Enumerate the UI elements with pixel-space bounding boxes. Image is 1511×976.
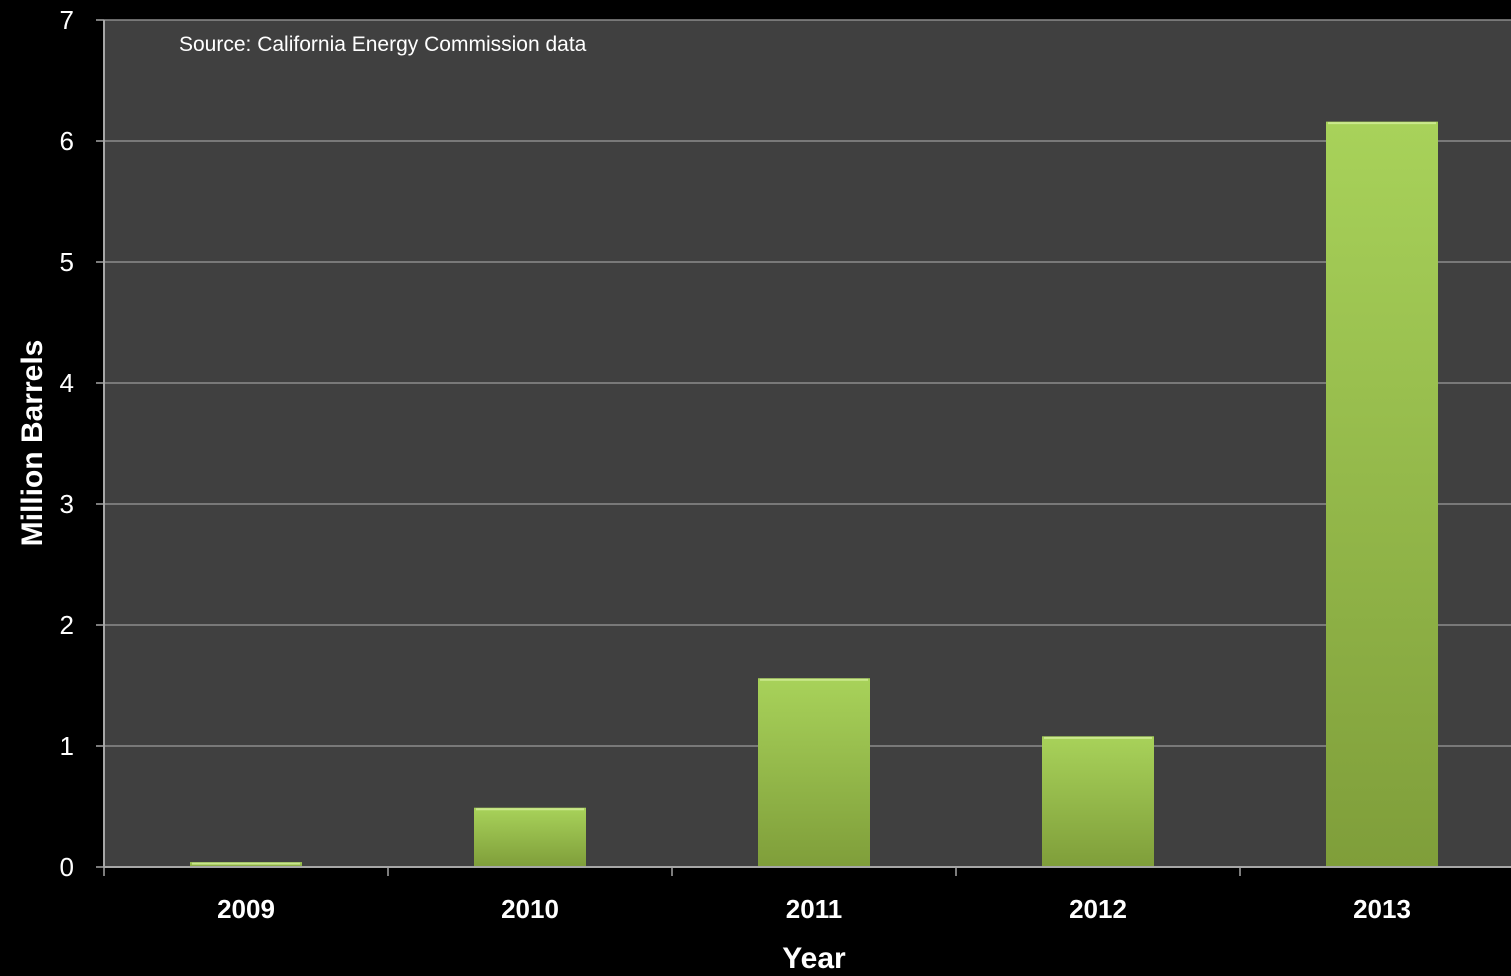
y-axis-ticks: 0 1 2 3 4 5 6 7 [60, 5, 104, 882]
y-tick-label: 3 [60, 489, 74, 519]
x-axis-title: Year [782, 942, 846, 975]
x-tick-label: 2013 [1353, 894, 1411, 924]
y-axis-title: Million Barrels [16, 340, 49, 547]
bar-2011 [758, 678, 870, 867]
bar-2010 [474, 807, 586, 867]
x-tick-label: 2009 [217, 894, 275, 924]
y-tick-label: 2 [60, 610, 74, 640]
bar-2013 [1326, 121, 1438, 867]
y-tick-label: 7 [60, 5, 74, 35]
y-tick-label: 1 [60, 731, 74, 761]
y-tick-label: 6 [60, 126, 74, 156]
y-tick-label: 4 [60, 368, 74, 398]
axes [103, 20, 1511, 868]
source-annotation: Source: California Energy Commission dat… [179, 33, 587, 56]
y-tick-label: 0 [60, 852, 74, 882]
y-tick-label: 5 [60, 247, 74, 277]
bar-2012 [1042, 736, 1154, 867]
x-tick-label: 2010 [501, 894, 559, 924]
x-tick-label: 2011 [786, 894, 842, 924]
bar-series [190, 121, 1438, 867]
x-axis-ticks: 2009 2010 2011 2012 2013 [103, 867, 1411, 924]
gridlines [104, 19, 1511, 747]
x-tick-label: 2012 [1069, 894, 1127, 924]
